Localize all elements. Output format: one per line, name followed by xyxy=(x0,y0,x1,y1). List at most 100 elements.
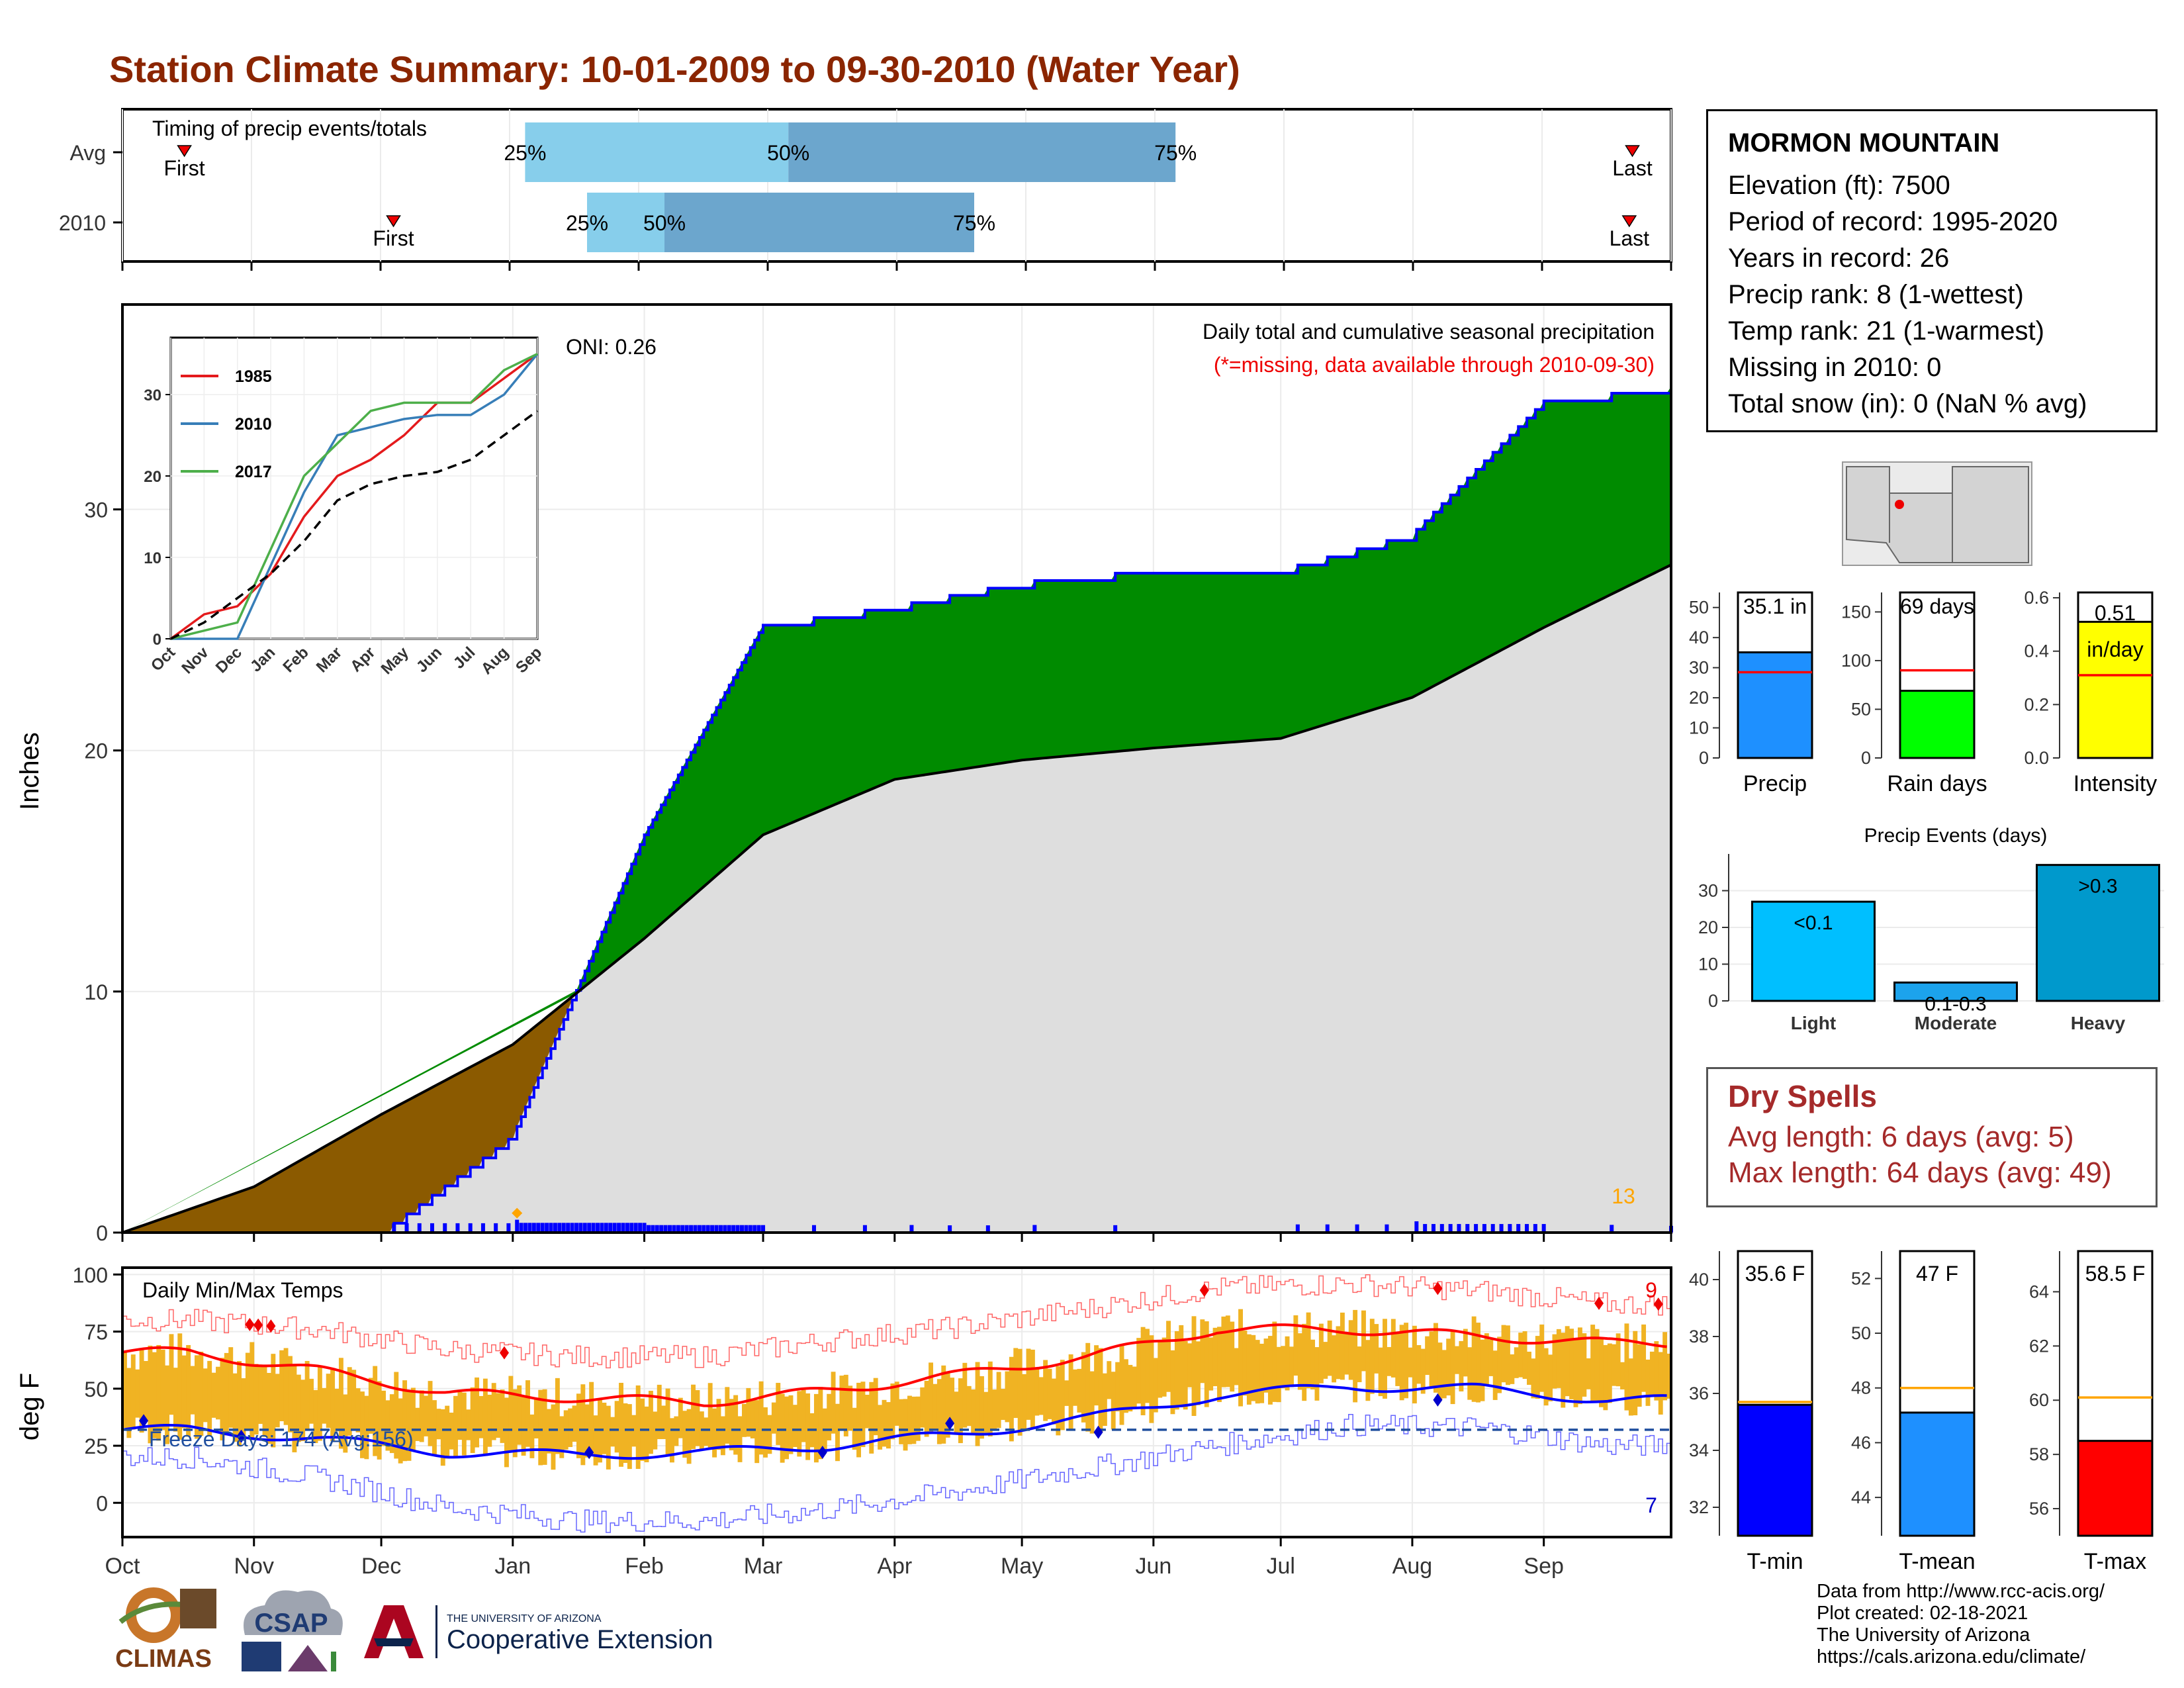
temp-panel-frame xyxy=(121,1266,1672,1538)
credit-line: Data from http://www.rcc-acis.org/ xyxy=(1817,1581,2105,1602)
temp-x-tick-label: Dec xyxy=(361,1554,401,1579)
daily-temp-range-bar xyxy=(686,1409,692,1464)
daily-temp-range-bar xyxy=(245,1352,250,1429)
daily-temp-range-bar xyxy=(720,1416,725,1456)
daily-temp-range-bar xyxy=(1179,1325,1184,1408)
daily-temp-range-bar xyxy=(1098,1348,1103,1432)
daily-temp-range-bar xyxy=(508,1376,514,1452)
credits: Data from http://www.rcc-acis.org/ Plot … xyxy=(1817,1581,2105,1668)
daily-temp-range-bar xyxy=(1336,1326,1341,1380)
precip-events-y-tick-label: 10 xyxy=(1698,955,1718,974)
daily-precip-bar xyxy=(617,1223,621,1233)
daily-temp-range-bar xyxy=(482,1378,488,1456)
daily-temp-range-bar xyxy=(1208,1337,1214,1391)
daily-temp-range-bar xyxy=(1297,1333,1302,1390)
daily-temp-range-bar xyxy=(839,1376,844,1429)
dry-spells-box: Dry Spells Avg length: 6 days (avg: 5) M… xyxy=(1706,1067,2158,1207)
daily-temp-range-bar xyxy=(457,1391,463,1440)
temp-summary-2-y-tick-label: 60 xyxy=(2029,1390,2049,1410)
daily-precip-bar xyxy=(756,1225,761,1233)
daily-temp-range-bar xyxy=(1378,1347,1383,1397)
daily-temp-range-bar xyxy=(466,1409,471,1440)
daily-temp-range-bar xyxy=(1022,1374,1027,1430)
daily-temp-range-bar xyxy=(1289,1346,1294,1387)
daily-temp-range-bar xyxy=(300,1380,306,1442)
daily-temp-range-bar xyxy=(250,1342,255,1440)
daily-temp-range-bar xyxy=(394,1372,399,1459)
daily-temp-range-bar xyxy=(364,1395,369,1460)
daily-temp-range-bar xyxy=(843,1374,848,1436)
temp-x-tick-label: Feb xyxy=(625,1554,664,1579)
daily-temp-range-bar xyxy=(317,1366,322,1441)
max-daily-precip-label: 13 xyxy=(1612,1184,1635,1208)
daily-temp-range-bar xyxy=(589,1382,594,1453)
daily-temp-range-bar xyxy=(801,1389,806,1442)
daily-temp-range-bar xyxy=(903,1399,908,1451)
record-high-marker xyxy=(1653,1297,1663,1311)
daily-precip-bar xyxy=(582,1223,587,1233)
daily-precip-bar xyxy=(574,1223,578,1233)
daily-temp-range-bar xyxy=(1272,1321,1277,1402)
daily-temp-range-bar xyxy=(1556,1329,1561,1388)
daily-precip-bar xyxy=(909,1225,914,1233)
daily-temp-range-bar xyxy=(707,1383,713,1449)
daily-temp-range-bar xyxy=(1412,1325,1417,1404)
daily-temp-range-bar xyxy=(1204,1321,1209,1407)
daily-temp-range-bar xyxy=(1191,1316,1197,1416)
temp-summary-2-y-tick-label: 56 xyxy=(2029,1499,2049,1519)
daily-temp-range-bar xyxy=(1645,1359,1651,1406)
record-high-marker xyxy=(499,1346,509,1360)
temp-summary-value: 58.5 F xyxy=(2085,1262,2146,1286)
precip-y-tick-label: 0 xyxy=(96,1221,108,1245)
daily-temp-range-bar xyxy=(924,1380,929,1437)
temp-summary-2-bar xyxy=(2077,1440,2154,1537)
precip-panel-frame xyxy=(121,303,1672,1234)
daily-precip-bar xyxy=(1295,1224,1300,1233)
daily-temp-range-bar xyxy=(1238,1309,1243,1407)
daily-temp-range-bar xyxy=(665,1388,670,1456)
daily-temp-range-bar xyxy=(975,1362,980,1446)
daily-temp-range-bar xyxy=(1539,1324,1545,1392)
daily-temp-range-bar xyxy=(627,1404,632,1470)
daily-temp-range-bar xyxy=(1446,1338,1451,1396)
daily-temp-range-bar xyxy=(283,1348,289,1425)
daily-temp-range-bar xyxy=(593,1415,598,1466)
daily-temp-range-bar xyxy=(237,1361,242,1446)
daily-temp-range-bar xyxy=(296,1374,301,1442)
daily-temp-range-bar xyxy=(1531,1358,1536,1399)
precip-events-y-tick-label: 20 xyxy=(1698,917,1718,937)
daily-temp-range-bar xyxy=(232,1373,238,1442)
daily-precip-bar xyxy=(684,1225,689,1233)
daily-temp-range-bar xyxy=(1658,1352,1663,1415)
daily-temp-range-bar xyxy=(1161,1337,1167,1397)
daily-precip-bar xyxy=(553,1223,557,1233)
daily-temp-range-bar xyxy=(746,1387,751,1437)
daily-temp-range-bar xyxy=(1047,1368,1052,1419)
daily-temp-range-bar xyxy=(767,1415,772,1454)
temp-x-tick-label: Apr xyxy=(877,1554,912,1579)
daily-precip-bar xyxy=(705,1225,710,1233)
credit-line: Plot created: 02-18-2021 xyxy=(1817,1603,2028,1624)
daily-temp-range-bar xyxy=(1140,1327,1146,1415)
daily-temp-range-bar xyxy=(1459,1340,1464,1391)
daily-precip-bar xyxy=(1482,1224,1486,1233)
daily-temp-range-bar xyxy=(1569,1329,1574,1399)
daily-temp-range-bar xyxy=(966,1385,972,1427)
cumulative-2010-line xyxy=(122,386,1672,1234)
daily-precip-bar xyxy=(731,1225,736,1233)
daily-temp-range-bar xyxy=(194,1355,199,1439)
intensity-y-tick-label: 0.2 xyxy=(2024,694,2049,714)
daily-temp-range-bar xyxy=(733,1395,739,1455)
page-title: Station Climate Summary: 10-01-2009 to 0… xyxy=(109,48,1240,90)
daily-temp-range-bar xyxy=(1276,1346,1281,1403)
daily-temp-range-bar xyxy=(1267,1336,1273,1405)
daily-temp-range-bar xyxy=(1463,1329,1468,1377)
daily-precip-bar xyxy=(1474,1224,1479,1233)
daily-temp-range-bar xyxy=(771,1402,776,1434)
record-low-marker xyxy=(236,1429,246,1443)
daily-temp-range-bar xyxy=(576,1393,581,1458)
record-low-marker xyxy=(139,1414,149,1428)
station-snow: Total snow (in): 0 (NaN % avg) xyxy=(1728,389,2087,418)
daily-temp-range-bar xyxy=(945,1372,950,1438)
daily-precip-bar xyxy=(549,1223,553,1233)
